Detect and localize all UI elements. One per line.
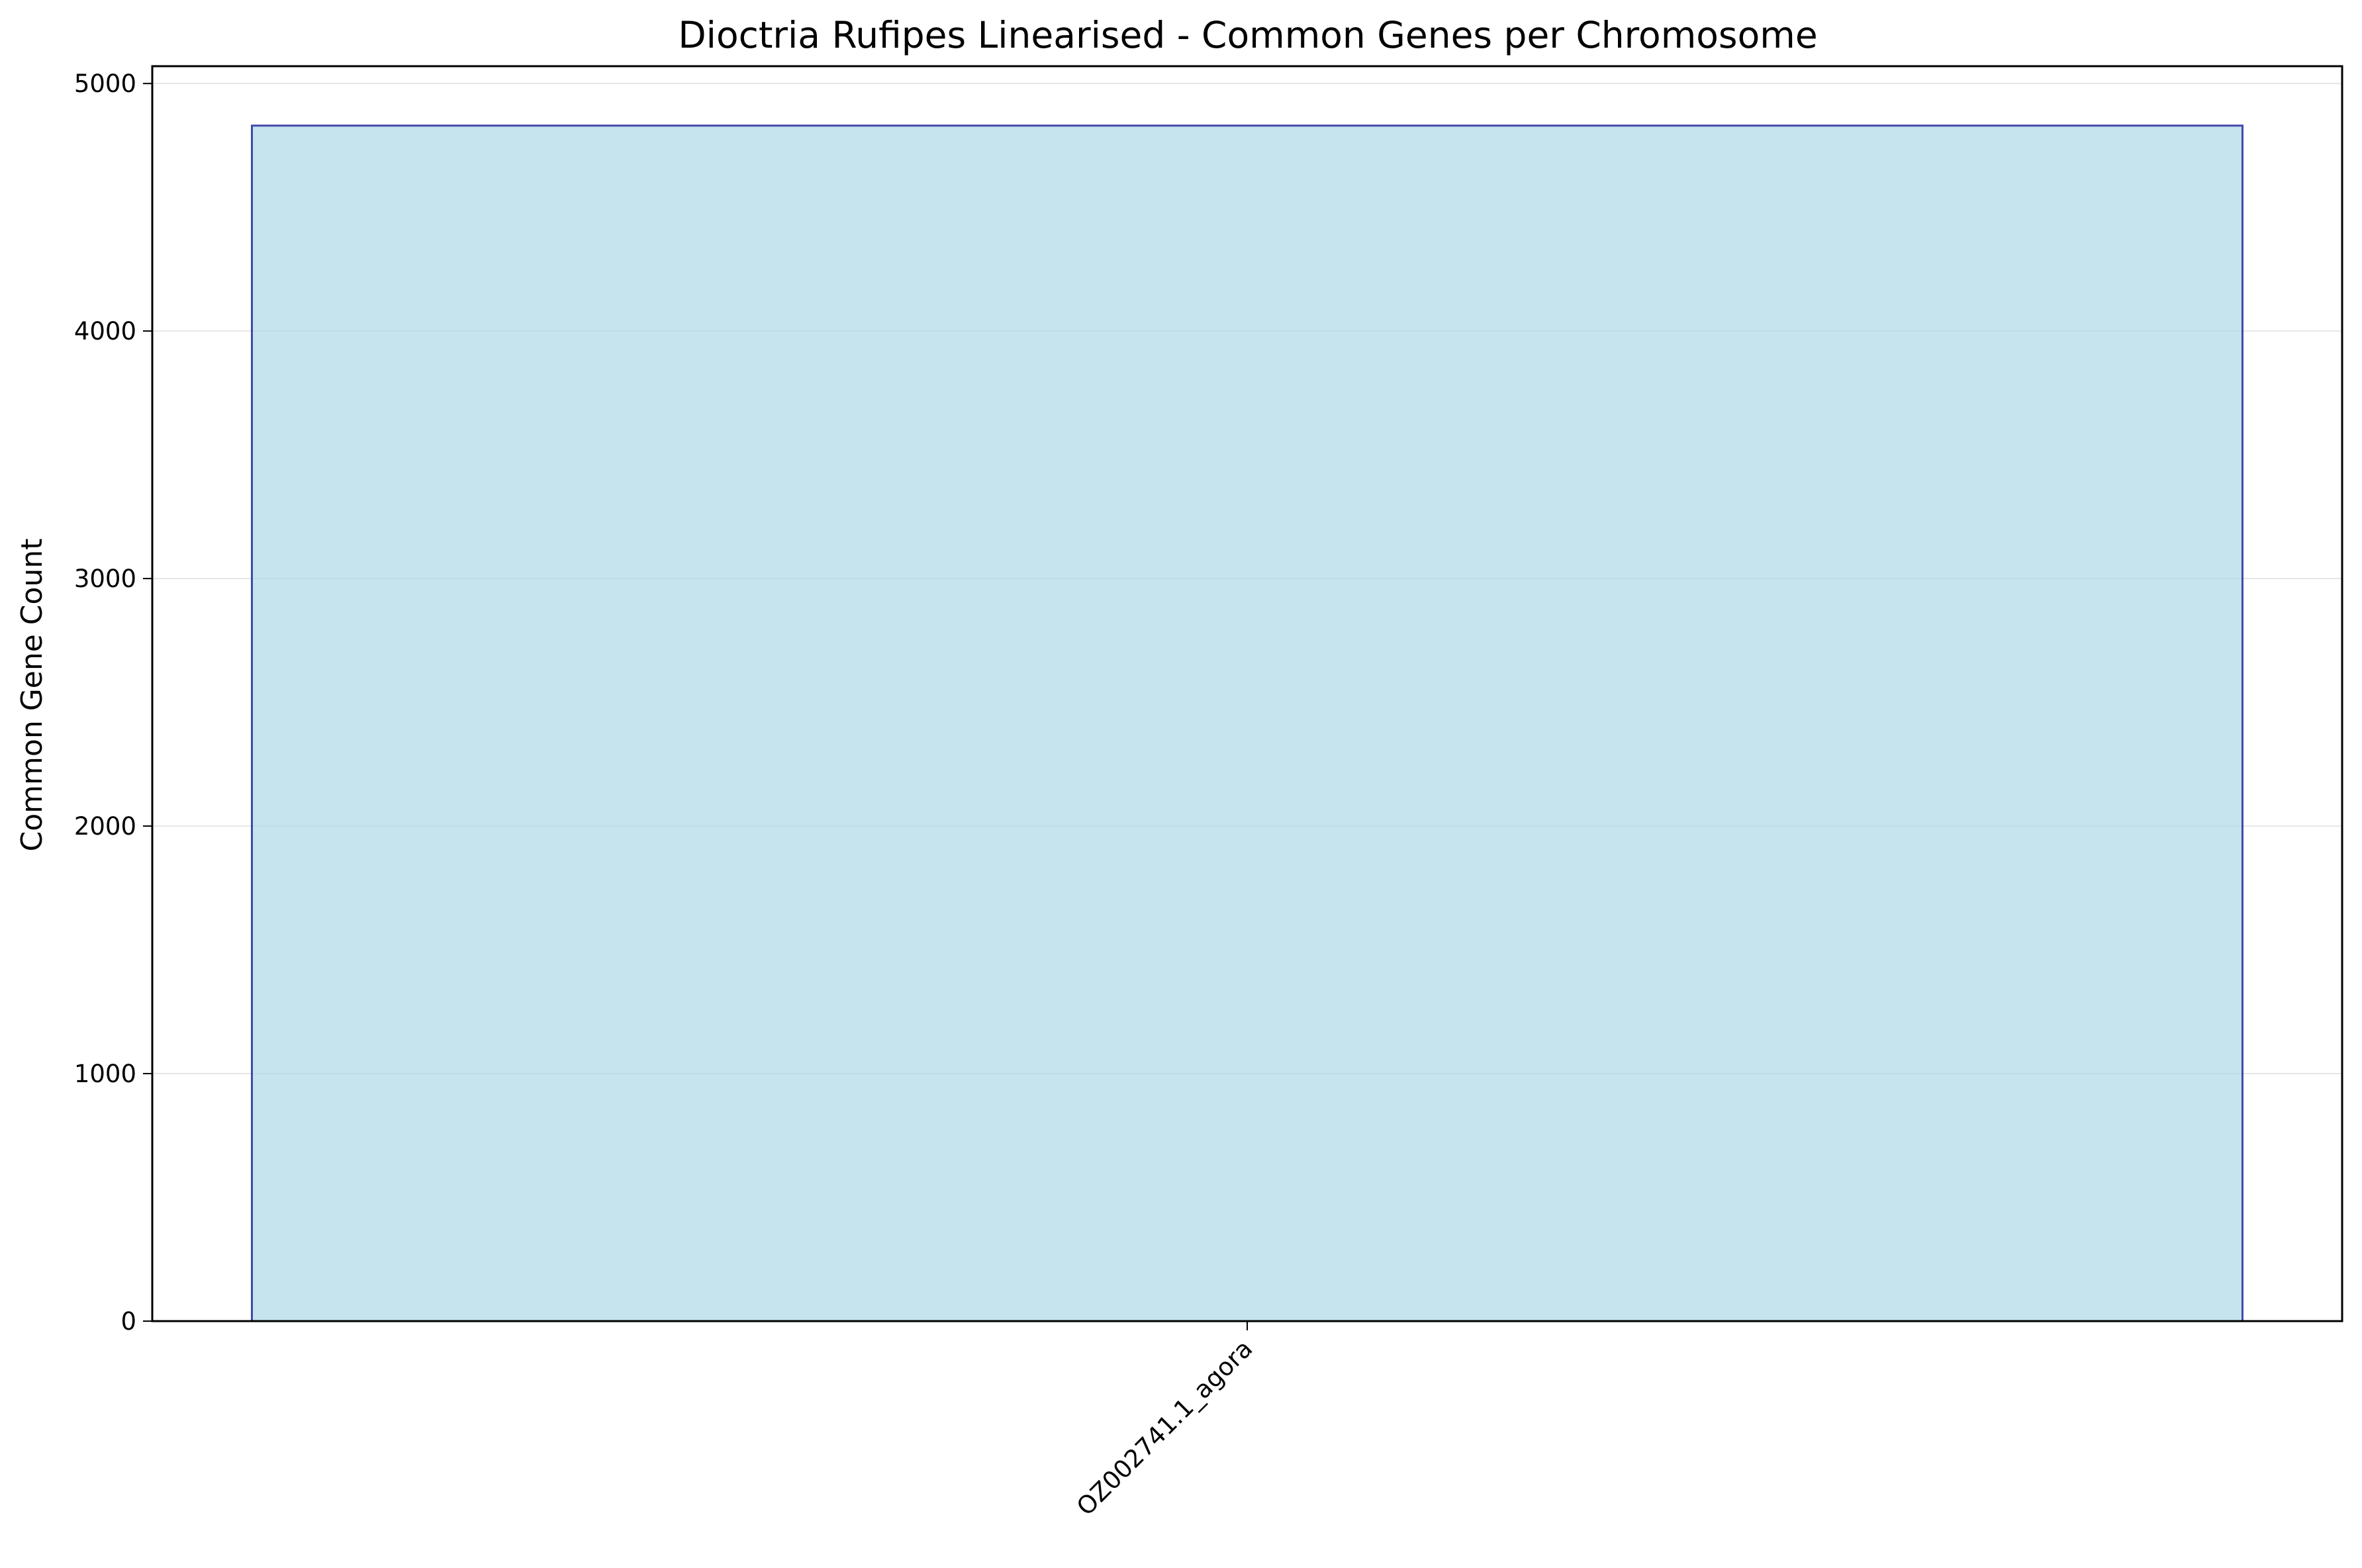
bar: [251, 124, 2244, 1322]
chart-title: Dioctria Rufipes Linearised - Common Gen…: [678, 14, 1817, 56]
y-tick-label: 1000: [74, 1060, 136, 1088]
y-tick-label: 0: [120, 1307, 136, 1336]
y-tick-label: 3000: [74, 565, 136, 593]
y-tick-label: 2000: [74, 812, 136, 841]
y-axis-label: Common Gene Count: [15, 539, 49, 852]
y-tick-label: 4000: [74, 317, 136, 346]
bars: [251, 124, 2244, 1322]
y-tick-label: 5000: [74, 69, 136, 98]
y-axis-ticks: 0 1000 2000 3000 4000 5000: [74, 69, 152, 1336]
